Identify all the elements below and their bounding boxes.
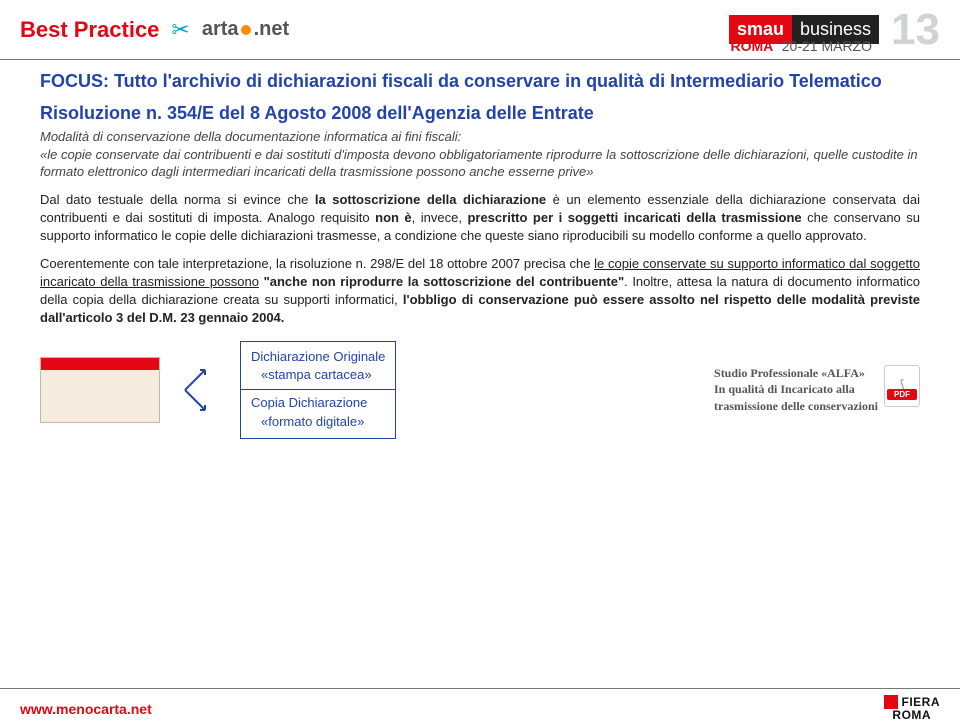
p2a: Coerentemente con tale interpretazione, …	[40, 256, 594, 271]
split-arrow-icon	[180, 360, 220, 420]
bottom-row: Dichiarazione Originale «stampa cartacea…	[40, 341, 920, 439]
year-label: 13	[891, 8, 940, 52]
divider	[241, 389, 395, 390]
dich-orig-sub: «stampa cartacea»	[251, 366, 385, 385]
p1b: la sottoscrizione della dichiarazione	[315, 192, 546, 207]
p1f: prescritto per i soggetti incaricati del…	[467, 210, 801, 225]
p1d: non è	[375, 210, 412, 225]
fiera-roma-logo: FIERA ROMA	[884, 695, 941, 722]
logo-menocarta: arta .net	[202, 18, 289, 41]
header-left: Best Practice ✂ arta .net	[20, 17, 289, 43]
declaration-box: Dichiarazione Originale «stampa cartacea…	[240, 341, 396, 439]
pdf-icon: ⟆ PDF	[884, 365, 920, 407]
scissors-icon: ✂	[171, 17, 189, 43]
studio-l3: trasmissione delle conservazioni	[714, 398, 878, 415]
resolution-subtitle: Risoluzione n. 354/E del 8 Agosto 2008 d…	[40, 103, 920, 124]
logo-text-net: .net	[254, 18, 290, 40]
focus-title: FOCUS: Tutto l'archivio di dichiarazioni…	[40, 70, 920, 93]
pdf-band: PDF	[887, 389, 917, 400]
p1a: Dal dato testuale della norma si evince …	[40, 192, 315, 207]
dich-copy-sub: «formato digitale»	[251, 413, 385, 432]
logo-text-arta: arta	[202, 18, 239, 40]
studio-l2: In qualità di Incaricato alla	[714, 381, 878, 398]
fiera-text-2: ROMA	[892, 709, 931, 722]
studio-box: Studio Professionale «ALFA» In qualità d…	[714, 365, 920, 415]
dich-orig: Dichiarazione Originale	[251, 348, 385, 367]
dich-copy: Copia Dichiarazione	[251, 394, 385, 413]
logo-dot-icon	[241, 25, 251, 35]
fiera-top: FIERA	[884, 695, 941, 709]
italic-note: Modalità di conservazione della document…	[40, 128, 920, 181]
smau-dates: 20-21 MARZO	[782, 38, 872, 54]
smau-sub: ROMA 20-21 MARZO	[725, 38, 872, 56]
studio-text: Studio Professionale «ALFA» In qualità d…	[714, 365, 878, 415]
paragraph-2: Coerentemente con tale interpretazione, …	[40, 255, 920, 327]
header-right: smau business ROMA 20-21 MARZO 13	[729, 8, 940, 52]
footer-bar: www.menocarta.net FIERA ROMA	[0, 688, 960, 728]
footer-url: www.menocarta.net	[20, 701, 152, 717]
header-bar: Best Practice ✂ arta .net smau business R…	[0, 0, 960, 60]
form-thumbnail	[40, 357, 160, 423]
smau-roma: ROMA	[731, 38, 774, 54]
fiera-text-1: FIERA	[902, 696, 941, 709]
p1e: , invece,	[412, 210, 468, 225]
main-content: FOCUS: Tutto l'archivio di dichiarazioni…	[40, 70, 920, 439]
best-practice-label: Best Practice	[20, 17, 159, 43]
studio-l1: Studio Professionale «ALFA»	[714, 365, 878, 382]
paragraph-1: Dal dato testuale della norma si evince …	[40, 191, 920, 245]
p2c: "anche non riprodurre la sottoscrizione …	[259, 274, 624, 289]
fiera-square-icon	[884, 695, 898, 709]
